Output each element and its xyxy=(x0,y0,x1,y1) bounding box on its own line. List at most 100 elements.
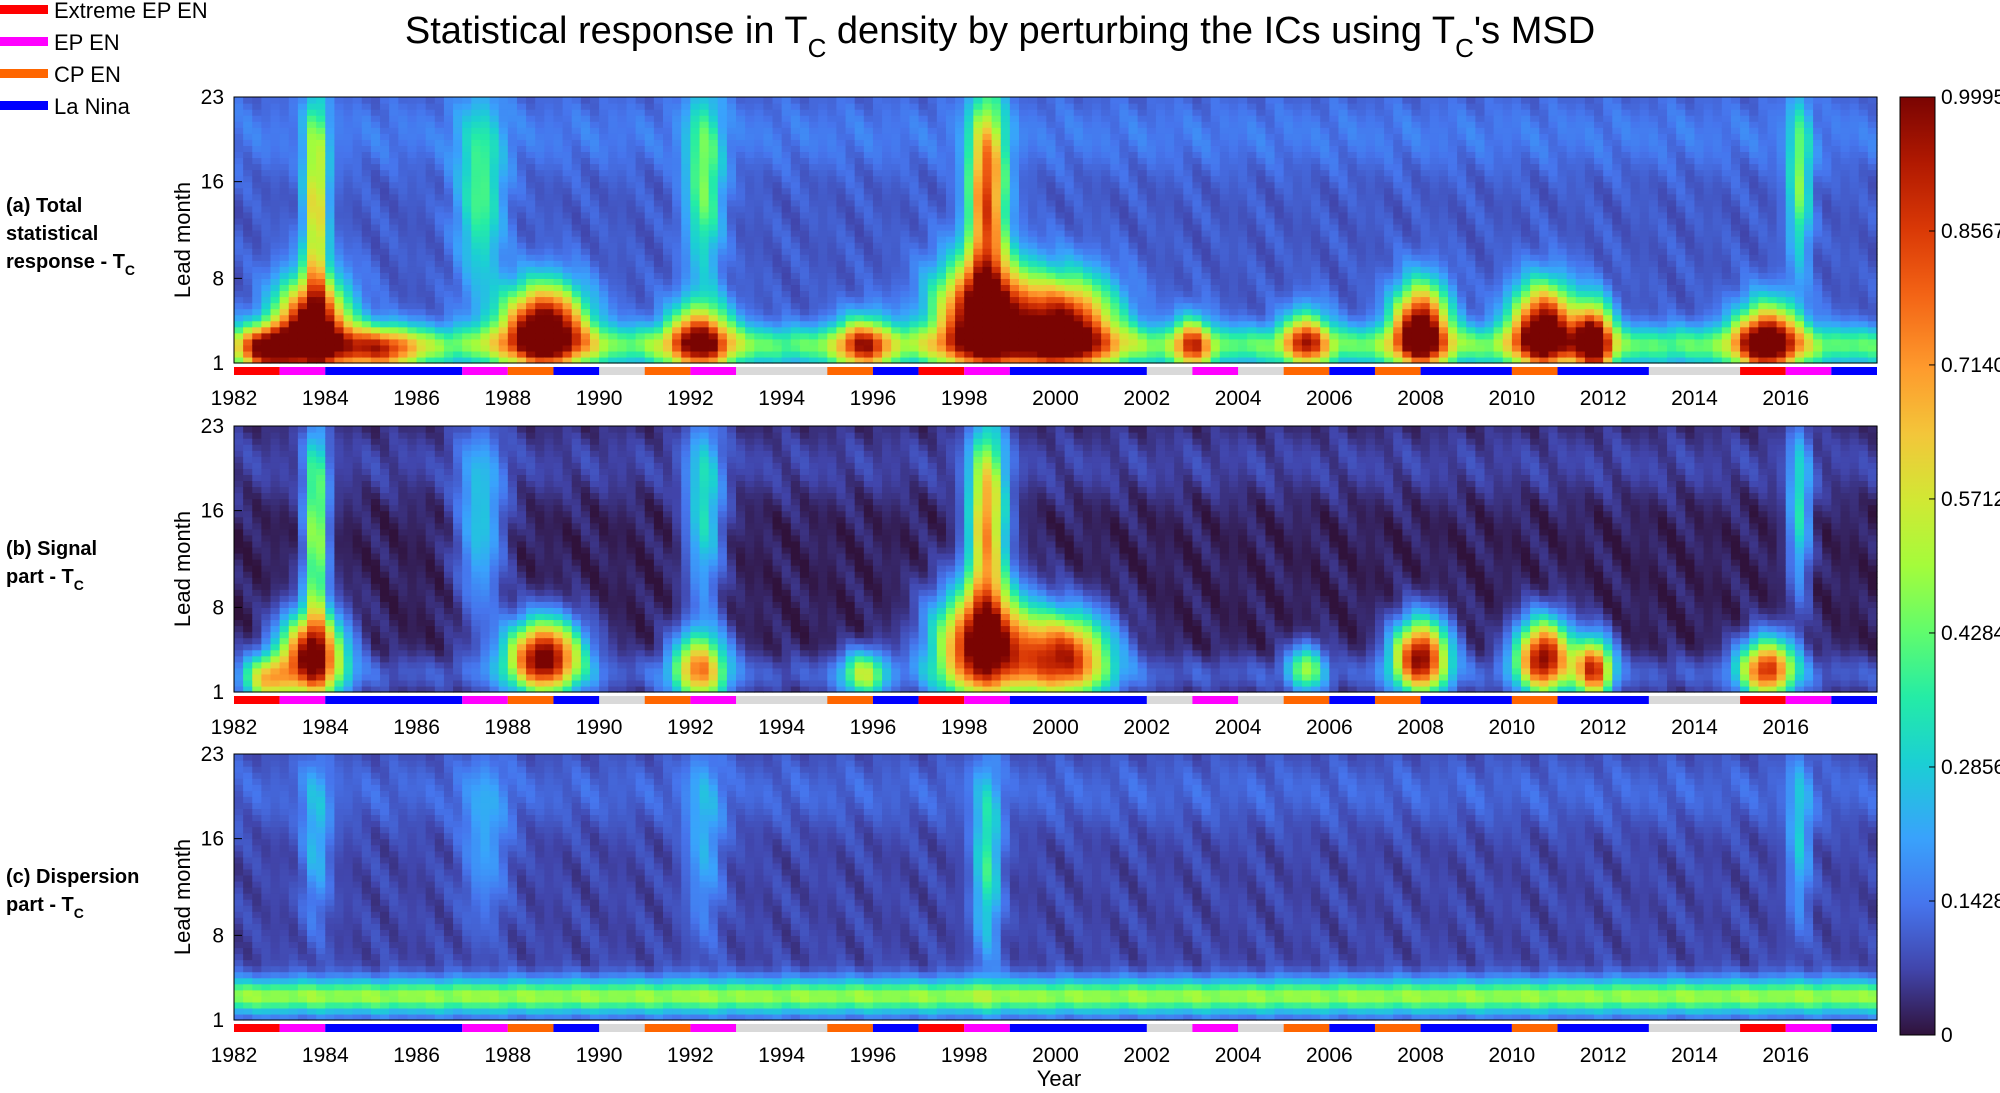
heatmap-cell xyxy=(663,278,673,285)
heatmap-cell xyxy=(882,254,892,261)
heatmap-cell xyxy=(690,218,700,225)
heatmap-cell xyxy=(480,212,490,219)
heatmap-cell xyxy=(946,327,956,334)
heatmap-cell xyxy=(1211,272,1221,279)
heatmap-cell xyxy=(471,121,481,128)
heatmap-cell xyxy=(1156,254,1166,261)
heatmap-cell xyxy=(1138,157,1148,164)
heatmap-cell xyxy=(754,327,764,334)
heatmap-cell xyxy=(608,230,618,237)
heatmap-cell xyxy=(900,236,910,243)
heatmap-cell xyxy=(1192,351,1202,358)
heatmap-cell xyxy=(1074,121,1084,128)
heatmap-cell xyxy=(407,200,417,207)
heatmap-cell xyxy=(1211,230,1221,237)
heatmap-cell xyxy=(672,327,682,334)
heatmap-cell xyxy=(1056,260,1066,267)
heatmap-cell xyxy=(754,290,764,297)
heatmap-cell xyxy=(928,170,938,177)
heatmap-cell xyxy=(572,272,582,279)
heatmap-cell xyxy=(882,182,892,189)
heatmap-cell xyxy=(590,182,600,189)
heatmap-cell xyxy=(718,182,728,189)
heatmap-cell xyxy=(626,345,636,352)
heatmap-cell xyxy=(1156,248,1166,255)
heatmap-cell xyxy=(909,303,919,310)
heatmap-cell xyxy=(782,351,792,358)
heatmap-cell xyxy=(480,303,490,310)
heatmap-cell xyxy=(964,327,974,334)
heatmap-cell xyxy=(919,333,929,340)
heatmap-cell xyxy=(964,309,974,316)
heatmap-cell xyxy=(827,230,837,237)
heatmap-cell xyxy=(791,139,801,146)
heatmap-cell xyxy=(982,115,992,122)
heatmap-cell xyxy=(289,182,299,189)
heatmap-cell xyxy=(544,151,554,158)
heatmap-cell xyxy=(1192,254,1202,261)
heatmap-cell xyxy=(955,345,965,352)
heatmap-cell xyxy=(846,290,856,297)
heatmap-cell xyxy=(1220,266,1230,273)
heatmap-cell xyxy=(937,115,947,122)
heatmap-cell xyxy=(398,224,408,231)
heatmap-cell xyxy=(873,333,883,340)
heatmap-cell xyxy=(1092,333,1102,340)
heatmap-cell xyxy=(672,345,682,352)
heatmap-cell xyxy=(435,248,445,255)
heatmap-cell xyxy=(1202,157,1212,164)
heatmap-cell xyxy=(992,139,1002,146)
heatmap-cell xyxy=(1147,109,1157,116)
heatmap-cell xyxy=(855,115,865,122)
heatmap-cell xyxy=(398,290,408,297)
heatmap-cell xyxy=(1147,176,1157,183)
heatmap-cell xyxy=(435,309,445,316)
heatmap-cell xyxy=(1010,164,1020,171)
heatmap-cell xyxy=(718,321,728,328)
heatmap-cell xyxy=(919,139,929,146)
heatmap-cell xyxy=(937,315,947,322)
heatmap-cell xyxy=(745,266,755,273)
heatmap-cell xyxy=(800,139,810,146)
heatmap-cell xyxy=(1019,339,1029,346)
heatmap-cell xyxy=(955,121,965,128)
heatmap-cell xyxy=(353,236,363,243)
heatmap-cell xyxy=(681,333,691,340)
heatmap-cell xyxy=(745,345,755,352)
heatmap-cell xyxy=(490,303,500,310)
heatmap-cell xyxy=(636,266,646,273)
heatmap-cell xyxy=(453,127,463,134)
heatmap-cell xyxy=(1238,315,1248,322)
heatmap-cell xyxy=(754,272,764,279)
heatmap-cell xyxy=(325,224,335,231)
heatmap-cell xyxy=(1156,200,1166,207)
heatmap-cell xyxy=(864,309,874,316)
heatmap-cell xyxy=(1065,327,1075,334)
heatmap-cell xyxy=(307,133,317,140)
heatmap-cell xyxy=(1229,127,1239,134)
heatmap-cell xyxy=(544,109,554,116)
heatmap-cell xyxy=(517,303,527,310)
heatmap-cell xyxy=(1028,133,1038,140)
heatmap-cell xyxy=(234,218,244,225)
heatmap-cell xyxy=(316,272,326,279)
heatmap-cell xyxy=(544,297,554,304)
heatmap-cell xyxy=(462,260,472,267)
heatmap-cell xyxy=(1174,194,1184,201)
heatmap-cell xyxy=(407,339,417,346)
heatmap-cell xyxy=(1110,157,1120,164)
heatmap-cell xyxy=(846,157,856,164)
heatmap-cell xyxy=(1110,303,1120,310)
heatmap-cell xyxy=(298,260,308,267)
heatmap-cell xyxy=(718,109,728,116)
heatmap-cell xyxy=(672,309,682,316)
heatmap-cell xyxy=(1238,194,1248,201)
heatmap-cell xyxy=(1101,103,1111,110)
heatmap-cell xyxy=(891,278,901,285)
heatmap-cell xyxy=(280,133,290,140)
heatmap-cell xyxy=(471,145,481,152)
heatmap-cell xyxy=(654,327,664,334)
heatmap-cell xyxy=(298,218,308,225)
heatmap-cell xyxy=(891,182,901,189)
heatmap-cell xyxy=(1129,139,1139,146)
